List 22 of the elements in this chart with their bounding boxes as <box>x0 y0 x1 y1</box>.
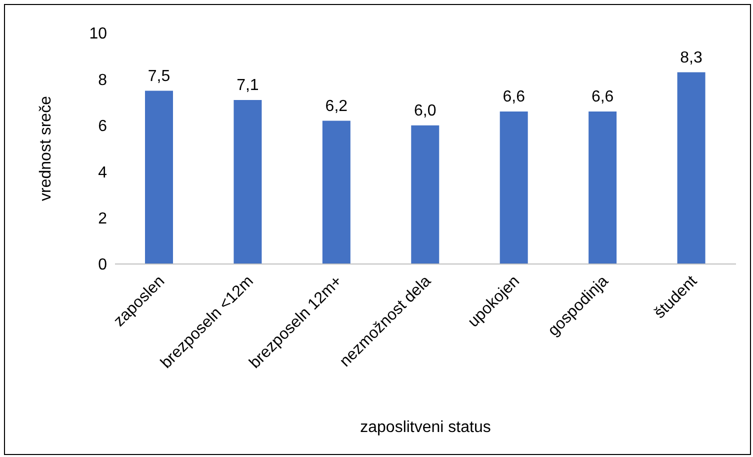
x-axis-title: zaposlitveni status <box>360 419 491 436</box>
y-tick-label: 0 <box>98 256 108 274</box>
bar <box>500 112 528 264</box>
bar <box>234 100 262 264</box>
data-label: 6,6 <box>502 88 526 106</box>
y-tick-label: 4 <box>98 164 108 182</box>
bar <box>677 72 706 264</box>
bar <box>322 120 350 264</box>
data-label: 6,6 <box>591 88 614 106</box>
bar <box>588 112 617 264</box>
data-label: 6,0 <box>414 102 436 120</box>
bar <box>145 90 173 264</box>
data-label: 8,3 <box>680 49 703 66</box>
data-label: 7,1 <box>236 76 259 94</box>
y-tick-label: 10 <box>89 26 108 43</box>
bar <box>411 125 440 264</box>
y-tick-label: 2 <box>98 210 108 228</box>
data-label: 6,2 <box>325 98 348 115</box>
y-axis-title: vrednost sreče <box>38 96 55 201</box>
y-tick-label: 8 <box>98 72 108 89</box>
data-label: 7,5 <box>148 68 170 85</box>
y-tick-label: 6 <box>98 118 108 136</box>
